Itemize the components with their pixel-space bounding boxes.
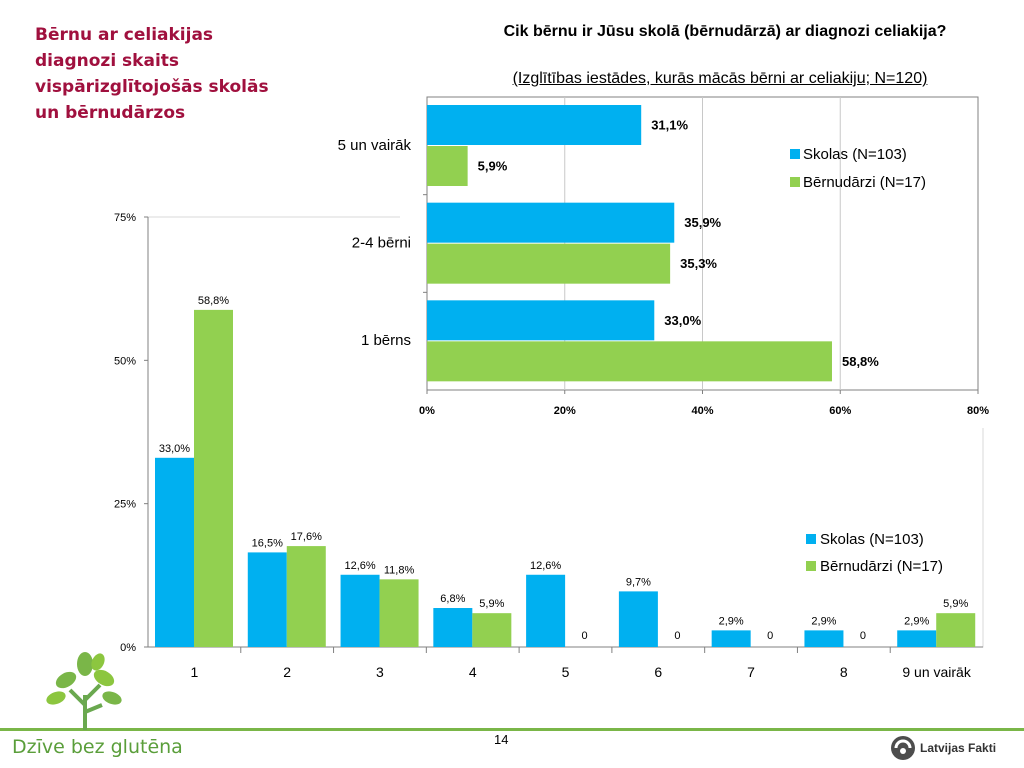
x-tick-label: 40% [691,405,713,417]
footer-line [0,728,1024,731]
x-tick-label: 80% [967,405,989,417]
legend-swatch [790,177,800,187]
x-tick-label: 1 [190,664,198,680]
bar [804,630,844,647]
x-tick-label: 0% [419,405,435,417]
bar [427,243,671,284]
data-label: 6,8% [440,593,465,605]
bar [286,546,326,647]
tree-logo-icon [46,652,122,730]
horizontal-chart-subtitle: (Izglītības iestādes, kurās mācās bērni … [512,70,928,87]
bar [433,608,473,647]
legend-label: Bērnudārzi (N=17) [820,558,943,575]
data-label: 11,8% [384,564,415,576]
legend-swatch [790,149,800,159]
data-label: 5,9% [478,159,508,174]
data-label: 35,3% [680,256,717,271]
bar [427,341,832,382]
brand-name: Dzīve bez glutēna [12,736,183,758]
data-label: 12,6% [530,560,561,572]
x-tick-label: 2 [283,664,291,680]
x-tick-label: 60% [829,405,851,417]
slide-title: Bērnu ar celiakijas diagnozi skaits visp… [35,25,269,123]
page-number: 14 [494,732,509,747]
x-tick-label: 20% [554,405,576,417]
y-tick-label: 5 un vairāk [338,137,412,154]
legend-swatch [806,534,816,544]
data-label: 5,9% [479,598,504,610]
data-label: 33,0% [159,443,190,455]
bar [711,630,751,647]
data-label: 0 [860,630,866,642]
legend-swatch [806,561,816,571]
data-label: 5,9% [943,598,968,610]
bar [526,574,566,647]
data-label: 0 [582,630,588,642]
x-tick-label: 4 [469,664,477,680]
x-tick-label: 3 [376,664,384,680]
data-label: 17,6% [291,531,322,543]
data-label: 58,8% [842,354,879,369]
legend-label: Skolas (N=103) [820,531,924,548]
data-label: 2,9% [904,615,929,627]
bar [155,457,194,647]
bar [618,591,658,647]
y-tick-label: 2-4 bērni [352,235,411,252]
data-label: 0 [674,630,680,642]
data-label: 35,9% [684,215,721,230]
bar [340,574,380,647]
y-tick-label: 0% [120,642,136,654]
bar [427,300,655,341]
data-label: 31,1% [651,118,688,133]
y-tick-label: 25% [114,499,136,511]
horizontal-chart-title: Cik bērnu ir Jūsu skolā (bērnudārzā) ar … [503,23,947,40]
data-label: 2,9% [811,615,836,627]
bar [194,309,233,647]
x-tick-label: 6 [654,664,662,680]
data-label: 58,8% [198,295,229,307]
partner-logo: Latvijas Fakti [890,734,996,762]
data-label: 2,9% [719,615,744,627]
data-label: 33,0% [664,313,701,328]
x-tick-label: 8 [840,664,848,680]
partner-name: Latvijas Fakti [920,741,997,755]
bar [427,105,642,145]
y-tick-label: 50% [114,355,136,367]
y-tick-label: 75% [114,212,136,224]
bar [379,579,419,647]
legend-label: Skolas (N=103) [803,146,907,163]
bar [247,552,287,647]
bar [472,613,512,647]
data-label: 12,6% [344,560,375,572]
bar [427,146,468,186]
partner-logo-icon [891,736,915,760]
legend-label: Bērnudārzi (N=17) [803,174,926,191]
x-tick-label: 7 [747,664,755,680]
bar [897,630,937,647]
bar [427,202,675,243]
data-label: 16,5% [252,537,283,549]
data-label: 0 [767,630,773,642]
x-tick-label: 9 un vairāk [902,664,971,680]
y-tick-label: 1 bērns [361,332,411,349]
data-label: 9,7% [626,576,651,588]
bar [936,613,976,647]
x-tick-label: 5 [562,664,570,680]
